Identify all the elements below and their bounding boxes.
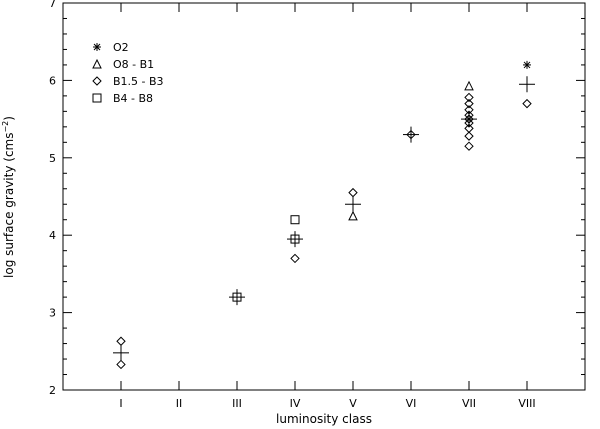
data-marks: [113, 60, 535, 370]
diamond-marker-shape: [464, 92, 474, 103]
plus-data-point: [287, 231, 303, 248]
square-marker-shape: [290, 215, 300, 225]
x-tick-label: III: [232, 397, 242, 410]
y-tick-label: 3: [49, 307, 56, 320]
diamond-data-point: [290, 253, 300, 264]
legend-asterisk-icon: [93, 43, 101, 51]
triangle-data-point: [348, 210, 358, 221]
x-axis-title: luminosity class: [276, 412, 372, 426]
diamond-data-point: [464, 141, 474, 151]
diamond-data-point: [464, 98, 474, 109]
diamond-data-point: [464, 131, 474, 141]
legend-diamond-icon: [92, 76, 102, 86]
diamond-marker-shape: [464, 98, 474, 109]
y-tick-label: 7: [49, 0, 56, 10]
asterisk-data-point: [523, 60, 531, 69]
y-axis-title-main: log surface gravity (cms: [2, 133, 16, 278]
diamond-data-point: [522, 98, 532, 109]
x-tick-label: VI: [406, 397, 417, 410]
legend-square-icon: [92, 93, 102, 103]
asterisk-stroke: [523, 61, 531, 69]
legend: O2 O8 - B1 B1.5 - B3 B4 - B8: [92, 41, 164, 105]
diamond-marker-shape: [464, 141, 474, 151]
plus-data-point: [403, 126, 419, 143]
y-axis-title-close: ): [2, 116, 16, 121]
legend-triangle-icon: [92, 58, 102, 69]
plus-data-point: [461, 111, 477, 128]
y-tick-label: 2: [49, 384, 56, 397]
plus-data-point: [519, 76, 535, 93]
diamond-marker-shape: [348, 187, 358, 198]
x-tick-label: II: [176, 397, 183, 410]
diamond-marker-shape: [464, 131, 474, 141]
x-tick-label: V: [349, 397, 357, 410]
legend-label: O2: [113, 41, 129, 54]
asterisk-stroke: [93, 43, 101, 51]
y-tick-label: 6: [49, 74, 56, 87]
diamond-data-point: [116, 359, 126, 370]
triangle-data-point: [464, 80, 474, 91]
diamond-marker-shape: [290, 253, 300, 264]
triangle-marker-shape: [92, 58, 102, 69]
triangle-marker-shape: [464, 80, 474, 91]
triangle-marker-shape: [348, 210, 358, 221]
x-tick-label: VII: [462, 397, 476, 410]
y-axis-title-superscript: −2: [1, 121, 10, 133]
square-marker-shape: [92, 93, 102, 103]
diamond-marker-shape: [116, 336, 126, 346]
diamond-data-point: [116, 336, 126, 346]
y-axis-title: log surface gravity (cms−2): [1, 116, 16, 278]
x-tick-label: I: [119, 397, 122, 410]
legend-label: B1.5 - B3: [113, 75, 164, 88]
x-tick-label: VIII: [518, 397, 535, 410]
diamond-marker-shape: [116, 359, 126, 370]
legend-label: O8 - B1: [113, 58, 154, 71]
y-tick-label: 4: [49, 229, 56, 242]
plus-data-point: [229, 289, 245, 306]
diamond-data-point: [464, 92, 474, 103]
plus-data-point: [113, 344, 129, 361]
diamond-data-point: [348, 187, 358, 198]
square-data-point: [290, 215, 300, 225]
x-tick-label: IV: [290, 397, 301, 410]
plot-frame: [62, 2, 586, 391]
y-tick-label: 5: [49, 152, 56, 165]
plus-data-point: [345, 196, 361, 213]
diamond-marker-shape: [522, 98, 532, 109]
diamond-marker-shape: [92, 76, 102, 86]
legend-label: B4 - B8: [113, 92, 153, 105]
